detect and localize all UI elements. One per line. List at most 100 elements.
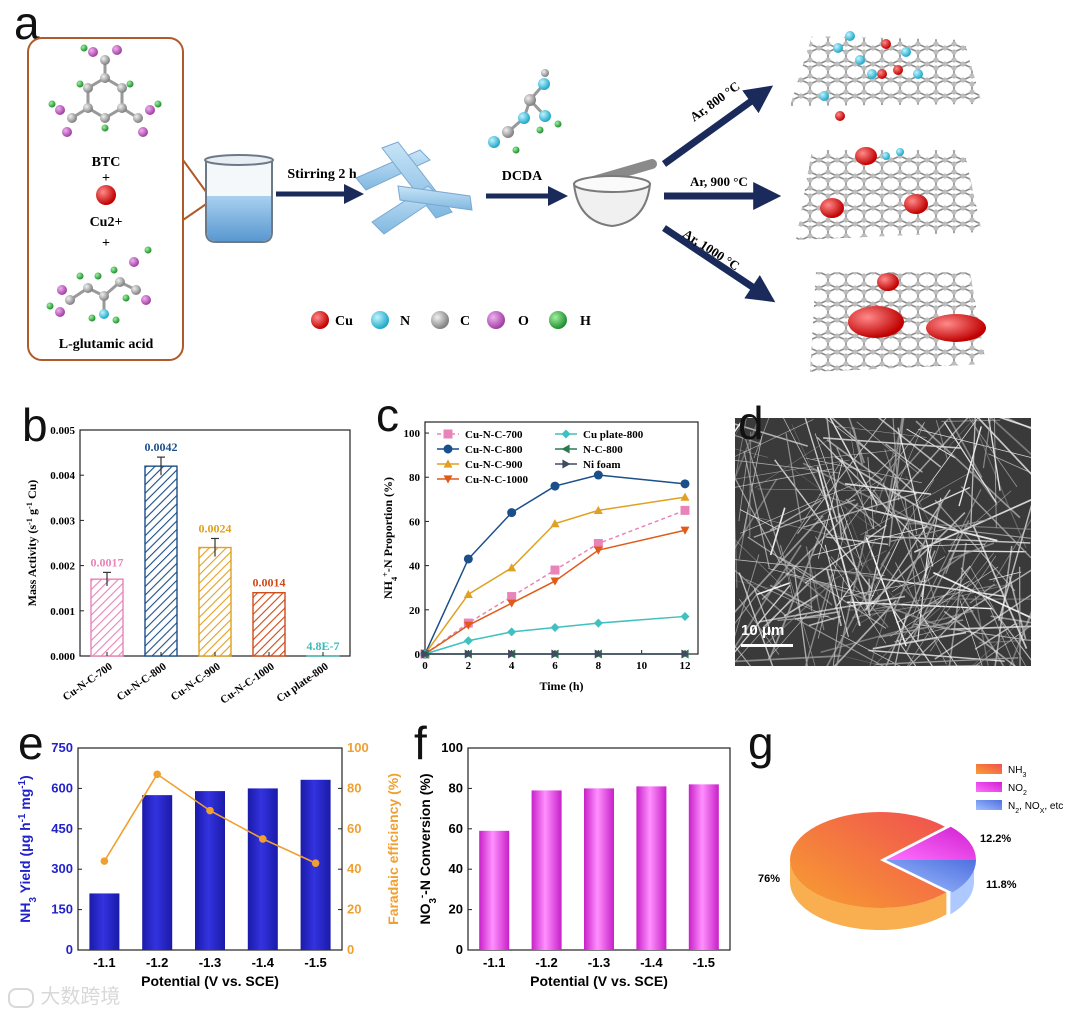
nanowire-strand	[769, 584, 813, 609]
nanowire-strand	[867, 457, 875, 529]
nanowire-strand	[739, 509, 777, 529]
nanowire-strand	[768, 521, 827, 661]
nanowire-strand	[918, 603, 945, 628]
nanowire-strand	[824, 418, 879, 459]
chart-c-point	[550, 622, 560, 632]
nanowire-strand	[943, 421, 997, 504]
chart-g-slice	[886, 826, 976, 860]
nanowire-strand	[994, 545, 1013, 666]
nanowire-strand	[735, 419, 814, 457]
chart-f-bar	[636, 786, 667, 950]
chart-e-y2tick-label: 0	[347, 942, 354, 957]
nanowire-strand	[893, 503, 943, 610]
nanowire-strand	[906, 428, 955, 459]
nanowire-strand	[780, 545, 795, 602]
chart-c-point	[463, 621, 473, 630]
nanowire-strand	[745, 578, 835, 621]
nanowire-strand	[735, 423, 809, 447]
panel-label-d: d	[738, 397, 764, 449]
nanowire-strand	[816, 550, 887, 589]
nanowire-strand	[753, 588, 776, 644]
nanowire-strand	[804, 573, 833, 666]
chart-c-ytick-label: 60	[409, 516, 421, 528]
nanowire-strand	[916, 418, 979, 502]
legend-h: H	[580, 314, 591, 329]
nanowire-strand	[735, 418, 745, 433]
nanowire-strand	[872, 631, 967, 650]
chart-c-ytick-label: 0	[415, 649, 421, 661]
nanowire-strand	[897, 418, 949, 477]
chart-g-slice	[790, 812, 947, 908]
chart-b-bar	[144, 465, 178, 657]
graphene-sheet-800	[790, 31, 982, 121]
chart-c-legend-entry: Cu plate-800	[583, 429, 644, 441]
chart-c-point	[550, 565, 560, 575]
chart-c-point	[507, 592, 517, 602]
chart-b-mass-activity: 0.000 0.001 0.002 0.003 0.004 0.005 0.0017 Cu-N…	[25, 425, 351, 707]
panel-label-f: f	[414, 717, 427, 769]
chart-b-data-label: 0.0024	[199, 521, 232, 535]
graphene-sheet-900	[796, 147, 982, 240]
chart-c-point	[680, 492, 690, 501]
nanowire-strand	[841, 423, 925, 535]
chart-e-y2tick-label: 40	[347, 861, 361, 876]
nanowire-strand	[989, 571, 1022, 581]
chart-f-bar	[584, 788, 614, 950]
nanowire-strand	[735, 544, 802, 649]
nanowire-strand	[753, 418, 770, 459]
chart-c-ytick-label: 100	[404, 428, 421, 440]
nanowire-strand	[735, 654, 841, 663]
nanowire-strand	[835, 531, 868, 666]
nanowire-strand	[815, 536, 887, 644]
chart-c-legend-marker	[443, 475, 453, 484]
chart-f-xtick-label: -1.5	[693, 955, 715, 970]
chart-e-xlabel: Potential (V vs. SCE)	[141, 973, 279, 989]
chart-g-legend-swatch	[976, 782, 1002, 792]
cu-ion-label: Cu2+	[90, 215, 123, 230]
nanowire-strand	[735, 476, 781, 564]
condition-1000: Ar, 1000 °C	[680, 226, 742, 274]
chart-c-nh4-proportion: 0 20 40 60 80 100 0 2 4 6 8 10 12 Cu-N-C-700 Cu-N-C-80…	[381, 421, 699, 693]
chart-b-data-label: 0.0014	[253, 576, 286, 590]
nanowire-strand	[960, 567, 1031, 661]
nanowire-strand	[869, 605, 890, 666]
chart-c-legend-entry: N-C-800	[583, 444, 623, 456]
legend-n: N	[400, 314, 410, 329]
chart-c-xtick-label: 12	[680, 660, 692, 672]
chart-c-xtick-label: 8	[596, 660, 602, 672]
nanowire-strand	[797, 418, 887, 535]
chart-c-point	[507, 508, 517, 518]
chart-g-legend-swatch	[976, 800, 1002, 810]
nanowire-strand	[851, 600, 949, 619]
stirring-label: Stirring 2 h	[287, 167, 356, 182]
nanowire-strand	[845, 498, 882, 528]
nanowire-strand	[783, 594, 819, 617]
panel-label-a: a	[14, 0, 40, 49]
chart-c-xtick-label: 2	[466, 660, 472, 672]
atom-legend: Cu N C O H	[311, 311, 591, 329]
chart-f-xtick-label: -1.2	[535, 955, 557, 970]
nanowire-strand	[933, 571, 1031, 619]
nanowire-strand	[891, 556, 946, 592]
nanowire-strand	[735, 554, 760, 637]
panel-label-c: c	[376, 389, 399, 441]
chart-c-ytick-label: 20	[409, 605, 421, 617]
chart-c-point	[551, 649, 560, 659]
chart-c-legend-entry: Cu-N-C-700	[465, 429, 523, 441]
chart-c-point	[680, 479, 690, 489]
chart-c-series-line	[424, 509, 686, 655]
nanowire-strand	[890, 566, 999, 637]
chart-f-ytick-label: 40	[449, 861, 463, 876]
nanowire-strand	[763, 586, 829, 647]
chart-c-point	[593, 539, 603, 549]
chart-c-point	[508, 649, 517, 659]
nanowire-strand	[735, 539, 782, 586]
chart-c-point	[680, 505, 690, 515]
dcda-molecule	[488, 69, 562, 154]
chart-b-ytick-label: 0.003	[50, 515, 75, 527]
nanowire-strand	[914, 499, 1031, 553]
nanowire-strand	[972, 526, 1028, 649]
chart-c-point	[593, 618, 603, 628]
chart-b-bar	[252, 592, 286, 657]
nanowire-strand	[742, 436, 763, 536]
